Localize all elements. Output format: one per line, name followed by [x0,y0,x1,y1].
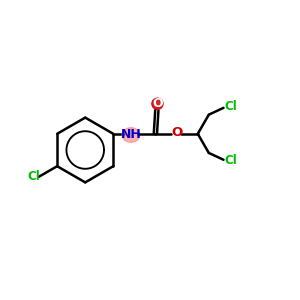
Text: O: O [152,97,163,110]
Text: NH: NH [121,128,141,142]
Text: O: O [171,126,182,139]
Text: Cl: Cl [224,154,237,167]
Ellipse shape [152,98,163,110]
Ellipse shape [122,128,140,142]
Text: Cl: Cl [27,170,40,183]
Text: Cl: Cl [224,100,237,113]
